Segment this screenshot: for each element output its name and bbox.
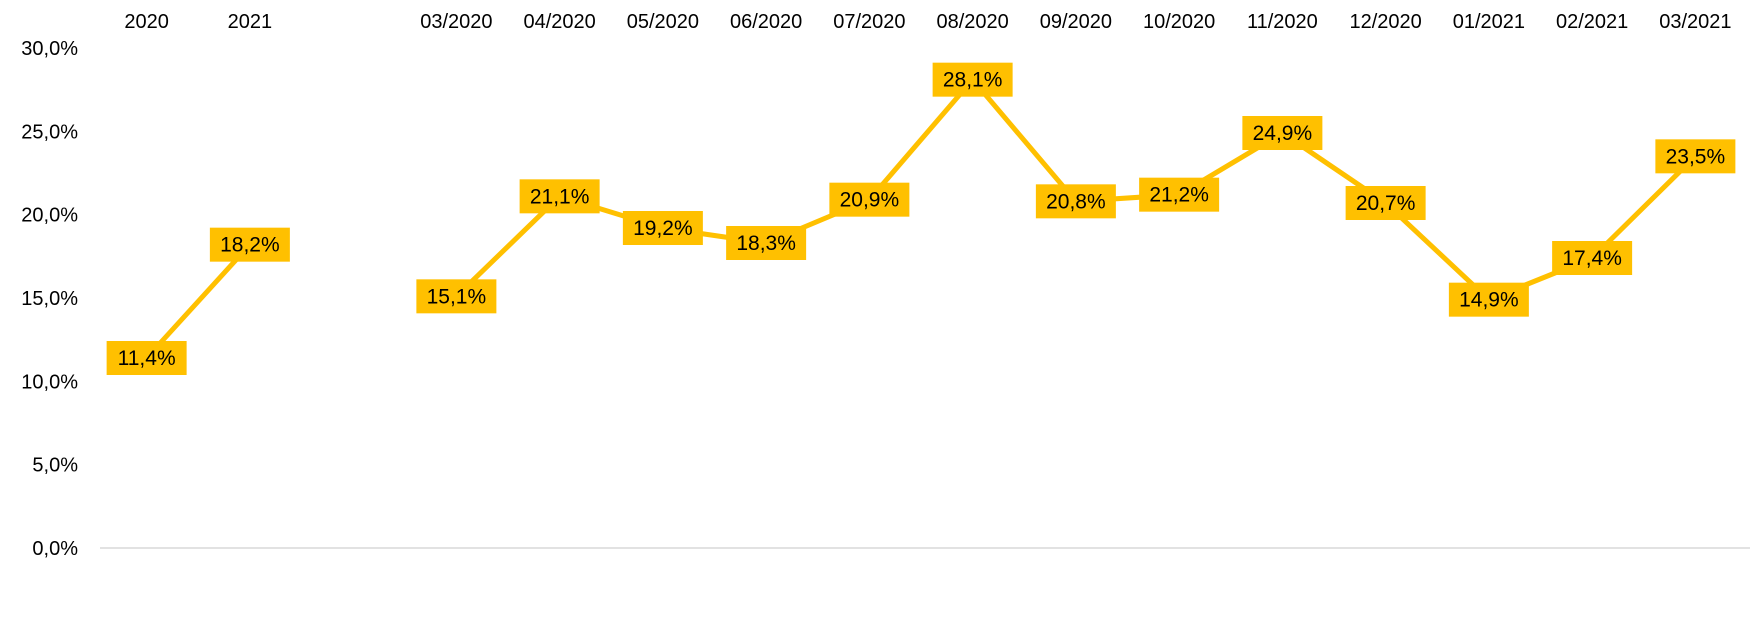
data-label-box (1242, 116, 1323, 150)
data-label-box (1552, 241, 1633, 275)
x-category-label: 09/2020 (1040, 11, 1112, 33)
data-label-text: 21,1% (530, 185, 590, 208)
x-category-label: 04/2020 (523, 11, 595, 33)
y-tick-label: 5,0% (32, 455, 78, 477)
data-label: 19,2% (622, 211, 703, 245)
x-category-label: 11/2020 (1247, 11, 1318, 33)
data-label-text: 18,3% (736, 232, 796, 255)
x-category-label: 05/2020 (627, 11, 699, 33)
y-tick-label: 20,0% (21, 205, 78, 227)
x-category-label: 03/2020 (420, 11, 492, 33)
series-line-segment (970, 77, 1079, 204)
data-label: 24,9% (1242, 116, 1323, 150)
data-label-text: 21,2% (1149, 184, 1209, 207)
data-label-box (519, 179, 600, 214)
y-tick-label: 10,0% (21, 371, 78, 393)
y-tick-label: 15,0% (21, 288, 78, 310)
data-label: 21,2% (1139, 177, 1220, 212)
data-label-box (1655, 139, 1736, 174)
data-label: 28,1% (932, 62, 1013, 97)
data-label-box (416, 279, 497, 314)
data-label-box (209, 227, 290, 262)
data-label: 18,3% (726, 226, 807, 260)
data-label-box (1345, 186, 1426, 220)
data-label: 17,4% (1552, 241, 1633, 275)
x-category-label: 2020 (124, 11, 169, 33)
data-label-text: 17,4% (1562, 247, 1622, 270)
data-label: 20,8% (1035, 184, 1116, 219)
data-label-text: 19,2% (633, 217, 693, 240)
series-line-segment (866, 77, 976, 203)
x-category-label: 02/2021 (1556, 11, 1628, 33)
data-label-box (106, 341, 187, 375)
data-label-text: 20,8% (1046, 190, 1106, 213)
series-line-segment (144, 242, 253, 361)
data-labels: 11,4% 18,2% 15,1% 21,1% 19,2% 18,3% 20,9% 28,1%… (106, 62, 1736, 375)
data-label-box (1448, 282, 1529, 317)
data-label-box (1035, 184, 1116, 219)
y-tick-label: 25,0% (21, 121, 78, 143)
y-axis-tick-labels: 0,0% 5,0% 10,0% 15,0% 20,0% 25,0% 30,0% (21, 38, 78, 560)
data-label: 20,9% (829, 182, 910, 217)
data-label-text: 24,9% (1253, 122, 1313, 145)
x-category-label: 06/2020 (730, 11, 802, 33)
data-label-box (1139, 177, 1220, 212)
data-label-text: 15,1% (427, 285, 487, 308)
x-category-label: 07/2020 (833, 11, 905, 33)
data-label-text: 20,7% (1356, 192, 1416, 215)
x-category-label: 10/2020 (1143, 11, 1215, 33)
x-axis-category-labels: 2020 2021 03/2020 04/2020 05/2020 06/2020 07/2… (124, 11, 1731, 33)
data-label-box (622, 211, 703, 245)
data-label-text: 11,4% (118, 347, 176, 370)
data-label-text: 28,1% (943, 69, 1003, 92)
x-category-label: 08/2020 (936, 11, 1008, 33)
x-category-label: 01/2021 (1453, 11, 1525, 33)
data-label-text: 23,5% (1666, 145, 1726, 168)
data-label-text: 20,9% (840, 189, 900, 212)
data-label-text: 18,2% (220, 234, 280, 257)
data-label: 23,5% (1655, 139, 1736, 174)
data-label-box (726, 226, 807, 260)
data-label-box (932, 62, 1013, 97)
data-label: 20,7% (1345, 186, 1426, 220)
x-category-label: 2021 (228, 11, 273, 33)
data-label-text: 14,9% (1459, 289, 1519, 312)
data-label: 18,2% (209, 227, 290, 262)
data-label: 11,4% (106, 341, 187, 375)
data-label-box (829, 182, 910, 217)
x-category-label: 12/2020 (1349, 11, 1421, 33)
data-label: 21,1% (519, 179, 600, 214)
data-label: 15,1% (416, 279, 497, 314)
data-label: 14,9% (1448, 282, 1529, 317)
y-tick-label: 30,0% (21, 38, 78, 60)
y-tick-label: 0,0% (32, 538, 78, 560)
x-category-label: 03/2021 (1659, 11, 1731, 33)
